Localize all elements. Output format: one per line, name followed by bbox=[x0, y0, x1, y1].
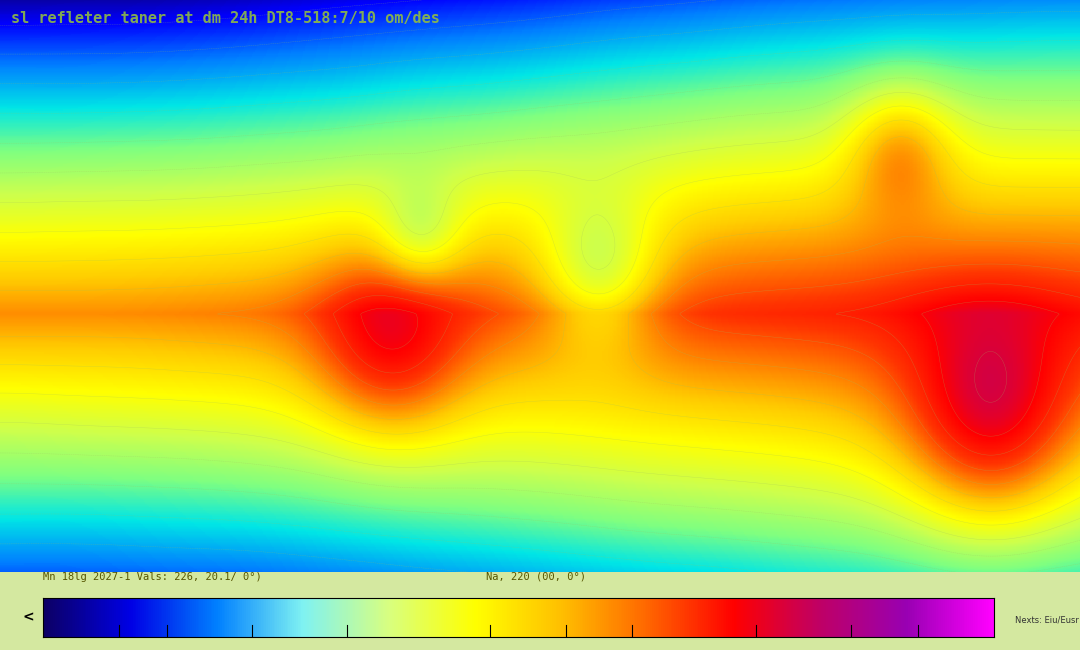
Text: Mn 18lg 2027-1 Vals: 226, 20.1/ 0°): Mn 18lg 2027-1 Vals: 226, 20.1/ 0°) bbox=[43, 572, 262, 582]
Text: <: < bbox=[22, 610, 33, 625]
Text: Na, 220 (00, 0°): Na, 220 (00, 0°) bbox=[486, 572, 586, 582]
Text: Nexts: Eiu/Eusr Or Ta Completiv: Nexts: Eiu/Eusr Or Ta Completiv bbox=[1015, 616, 1080, 625]
Text: sl refleter taner at dm 24h DT8-518:7/10 om/des: sl refleter taner at dm 24h DT8-518:7/10… bbox=[11, 12, 440, 27]
